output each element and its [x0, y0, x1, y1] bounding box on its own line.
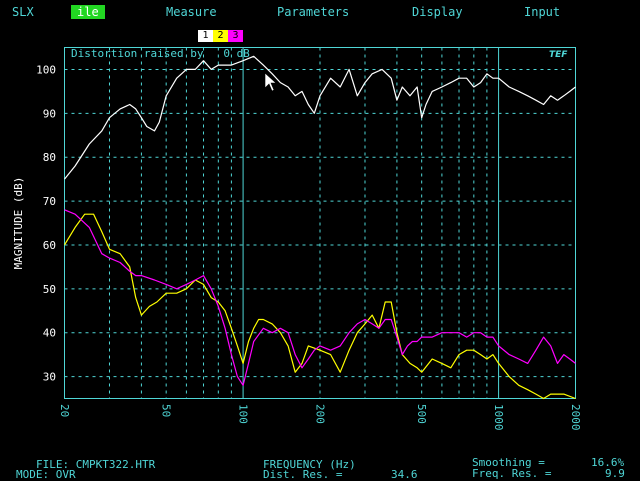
freq-res-label: Freq. Res. = [472, 467, 552, 480]
x-tick-label: 200 [314, 404, 327, 424]
trace-tab-3[interactable]: 3 [228, 30, 243, 42]
x-tick-label: 100 [237, 404, 250, 424]
x-axis-label: FREQUENCY (Hz) [263, 458, 356, 471]
smoothing-label: Smoothing = [472, 456, 545, 469]
x-tick-label: 500 [415, 404, 428, 424]
x-tick-label: 20 [58, 404, 71, 417]
tef-logo: TEF [549, 50, 568, 60]
dist-res-label: Dist. Res. = [263, 468, 343, 481]
x-tick-labels: 20 50 100 200 500 1000 2000 [58, 404, 582, 431]
y-tick-label: 50 [43, 283, 56, 296]
plot-frame [64, 47, 576, 399]
mode-indicator: MODE: OVR [16, 468, 76, 481]
y-tick-label: 60 [43, 239, 56, 252]
menu-measure[interactable]: Measure [166, 5, 217, 19]
plot-series [63, 55, 576, 400]
x-tick-label: 1000 [492, 404, 505, 430]
trace-selector: 1 2 3 [198, 30, 243, 42]
series-line-2 [63, 213, 576, 400]
y-axis-label: MAGNITUDE (dB) [12, 177, 25, 270]
dist-res-value: 34.6 [391, 468, 418, 481]
x-tick-label: 2000 [569, 404, 582, 431]
menu-parameters[interactable]: Parameters [277, 5, 350, 19]
menu-display[interactable]: Display [412, 5, 463, 19]
mouse-cursor-icon [264, 72, 277, 92]
plot-annotation: Distortion raised by 0 dB [71, 47, 250, 60]
series-line-1 [64, 55, 576, 180]
y-tick-label: 30 [43, 371, 56, 384]
y-tick-label: 70 [43, 195, 56, 208]
freq-res-value: 9.9 [605, 467, 625, 480]
menu-input[interactable]: Input [524, 5, 561, 19]
menu-file[interactable]: ile [71, 5, 105, 19]
trace-tab-1[interactable]: 1 [198, 30, 213, 42]
y-tick-label: 40 [43, 327, 56, 340]
menu-bar: SLX ile Measure Parameters Display Input [0, 0, 640, 22]
y-tick-label: 100 [36, 63, 56, 76]
smoothing-value: 16.6% [591, 456, 625, 469]
plot-grid [64, 47, 576, 399]
y-tick-label: 80 [43, 151, 56, 164]
x-tick-label: 50 [160, 404, 173, 417]
trace-tab-2[interactable]: 2 [213, 30, 228, 42]
y-tick-labels: 30 40 50 60 70 80 90 100 [36, 63, 56, 383]
series-line-3 [64, 209, 576, 386]
file-name: FILE: CMPKT322.HTR [36, 458, 156, 471]
y-tick-label: 90 [43, 107, 56, 120]
menu-slx[interactable]: SLX [12, 5, 34, 19]
